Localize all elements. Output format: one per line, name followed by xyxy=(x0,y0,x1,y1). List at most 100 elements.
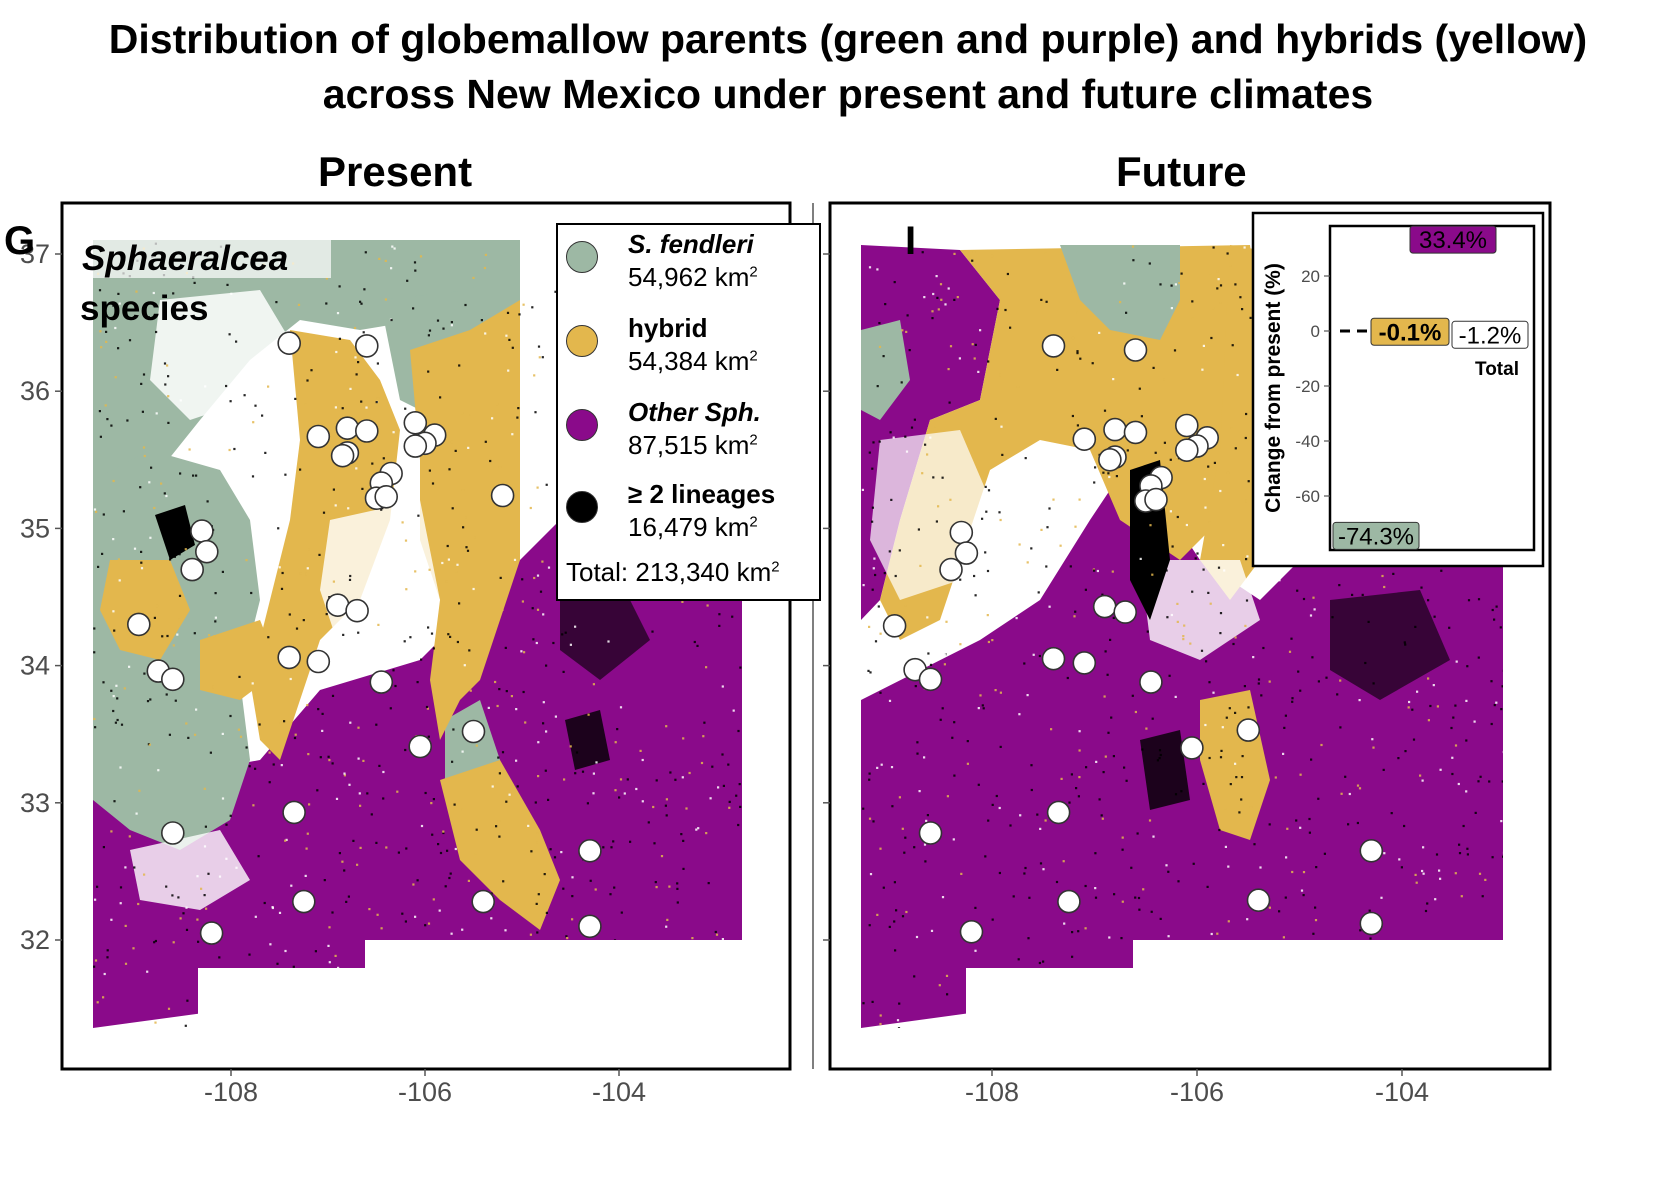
legend-label-hybrid: hybrid xyxy=(628,313,708,343)
y-tick-label: 34 xyxy=(20,651,50,681)
occurrence-point xyxy=(1072,651,1097,675)
legend-swatch-multi xyxy=(566,491,598,523)
sphaeralcea-label: Sphaeralcea xyxy=(82,239,288,278)
inset-y-tick-label: -60 xyxy=(1295,487,1320,506)
occurrence-point xyxy=(578,914,602,939)
present-x-tick-label: -104 xyxy=(592,1077,646,1107)
inset-bar-label-box xyxy=(1332,521,1420,550)
y-tick-label: 32 xyxy=(20,925,50,955)
present-frame xyxy=(60,201,792,1071)
occurrence-point xyxy=(354,419,379,443)
occurrence-point xyxy=(1103,417,1127,442)
occurrence-point xyxy=(1123,420,1148,445)
legend-area-hybrid: 54,384 km2 xyxy=(628,346,758,376)
inset-y-tick-label: -20 xyxy=(1295,377,1320,396)
future-points xyxy=(882,334,1384,944)
occurrence-point xyxy=(1359,911,1384,936)
occurrence-point xyxy=(1041,646,1066,671)
occurrence-point xyxy=(471,889,496,914)
occurrence-point xyxy=(959,919,984,944)
occurrence-point xyxy=(1113,600,1137,624)
future-region-white-2 xyxy=(1140,560,1260,660)
occurrence-point xyxy=(190,519,214,543)
future-frame xyxy=(828,201,1552,1071)
panel-letter-i: I xyxy=(905,219,916,263)
occurrence-point xyxy=(127,612,151,637)
legend-area-other: 87,515 km2 xyxy=(628,430,758,460)
y-tick-label: 37 xyxy=(20,239,50,269)
axes: 32 33 34 35 36 37 -108 -106 -104 -108 -106 -104 xyxy=(20,201,1552,1107)
inset-bar-label-box xyxy=(1370,317,1450,346)
present-region-multi-1 xyxy=(155,505,195,560)
occurrence-point xyxy=(403,434,428,458)
occurrence-point xyxy=(461,719,486,744)
panel-letter-g: G xyxy=(4,219,35,263)
occurrence-point xyxy=(199,921,224,945)
future-region-fendleri-n xyxy=(1060,245,1180,340)
occurrence-point xyxy=(306,649,331,674)
future-region-hybrid-e xyxy=(1200,245,1260,600)
present-x-tick-label: -108 xyxy=(204,1077,258,1107)
occurrence-point xyxy=(335,416,360,441)
occurrence-point xyxy=(882,613,907,638)
occurrence-point xyxy=(939,557,963,582)
species-label: species xyxy=(80,289,208,328)
occurrence-point xyxy=(1092,594,1117,619)
occurrence-point xyxy=(403,410,428,435)
occurrence-point xyxy=(1236,718,1261,742)
future-x-tick-label: -106 xyxy=(1170,1077,1224,1107)
future-region-fendleri-w xyxy=(861,320,910,420)
occurrence-point xyxy=(354,334,379,358)
y-tick-label: 33 xyxy=(20,788,50,818)
occurrence-point xyxy=(918,821,943,845)
inset-y-axis-label: Change from present (%) xyxy=(1262,263,1285,513)
present-region-hybrid-east xyxy=(410,300,520,740)
occurrence-point xyxy=(1098,447,1122,472)
inset-y-tick-label: -40 xyxy=(1295,432,1320,451)
legend-swatch-other xyxy=(566,409,598,441)
future-x-tick-label: -104 xyxy=(1375,1077,1429,1107)
occurrence-point xyxy=(1046,800,1071,825)
inset-y-tick-label: 20 xyxy=(1301,267,1320,286)
y-tick-label: 36 xyxy=(20,376,50,406)
occurrence-point xyxy=(1057,889,1081,914)
occurrence-point xyxy=(277,645,302,670)
occurrence-point xyxy=(1175,438,1199,463)
future-x-tick-label: -108 xyxy=(965,1077,1019,1107)
occurrence-point xyxy=(1041,334,1066,358)
inset-frame xyxy=(1251,211,1545,568)
legend-total: Total: 213,340 km2 xyxy=(566,557,780,587)
occurrence-point xyxy=(1175,413,1199,438)
legend-area-multi: 16,479 km2 xyxy=(628,512,758,542)
occurrence-point xyxy=(1072,427,1097,452)
present-region-hybrid-w xyxy=(200,620,280,700)
inset-bar-label-box xyxy=(1409,225,1497,254)
occurrence-point xyxy=(282,800,306,825)
inset-bar-label-box xyxy=(1451,320,1529,349)
occurrence-point xyxy=(195,539,219,564)
occurrence-point xyxy=(291,889,316,914)
occurrence-point xyxy=(306,424,331,449)
occurrence-point xyxy=(1246,888,1271,913)
occurrence-point xyxy=(325,593,350,618)
occurrence-point xyxy=(949,520,974,545)
main-title: Distribution of globemallow parents (gre… xyxy=(108,16,1588,117)
present-x-tick-label: -106 xyxy=(398,1077,452,1107)
future-region-multi-3 xyxy=(1140,730,1190,810)
occurrence-point xyxy=(1180,736,1204,760)
occurrence-point xyxy=(369,670,394,694)
present-points xyxy=(127,331,602,945)
present-region-multi-2 xyxy=(560,580,650,680)
occurrence-point xyxy=(918,667,943,692)
occurrence-point xyxy=(330,443,355,468)
occurrence-point xyxy=(374,484,399,509)
occurrence-point xyxy=(1139,670,1163,694)
occurrence-point xyxy=(490,483,515,508)
legend-area-fendleri: 54,962 km2 xyxy=(628,262,758,292)
occurrence-point xyxy=(578,838,602,863)
inset-bar-label: 33.4% xyxy=(1419,227,1487,254)
legend-label-multi: ≥ 2 lineages xyxy=(628,479,776,509)
occurrence-point xyxy=(1144,487,1168,512)
occurrence-point xyxy=(180,557,204,582)
